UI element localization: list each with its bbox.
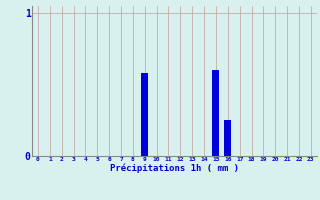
Bar (212, 70, 220, 156)
Bar (224, 120, 231, 156)
X-axis label: Précipitations 1h ( mm ): Précipitations 1h ( mm ) (110, 164, 239, 173)
Bar (141, 73, 148, 156)
